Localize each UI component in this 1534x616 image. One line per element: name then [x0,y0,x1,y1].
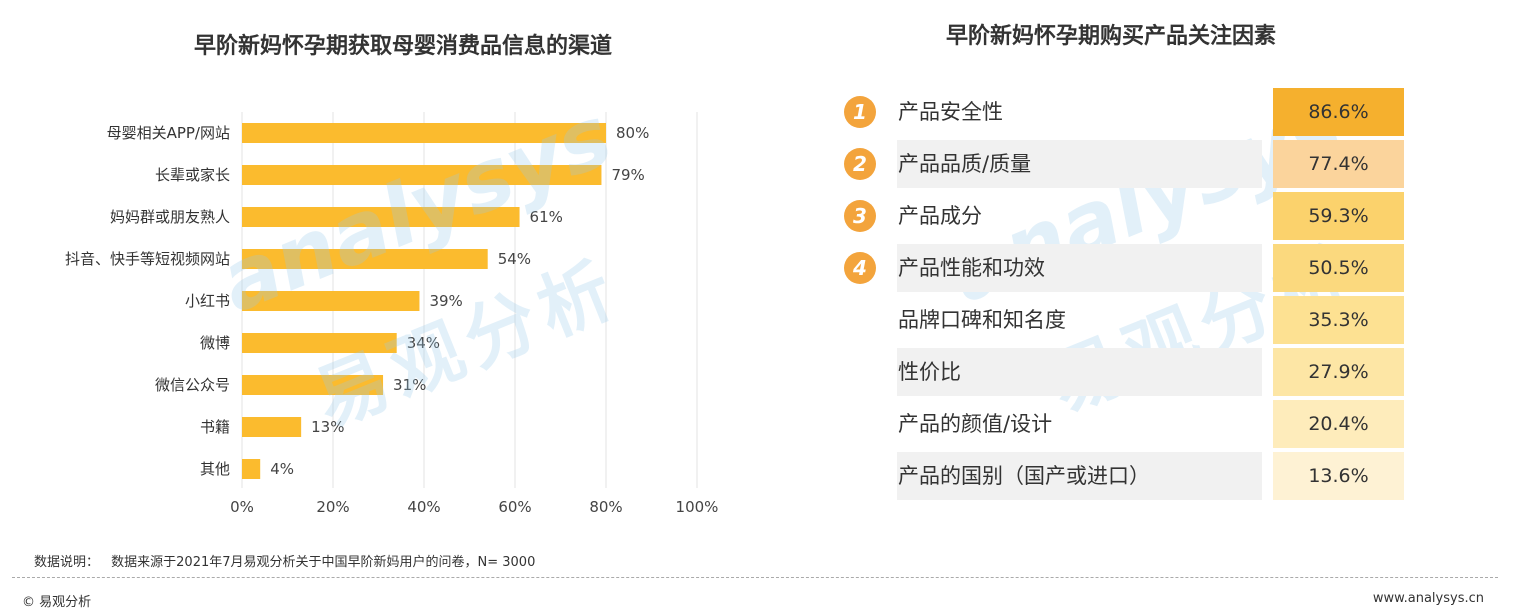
category-label: 微信公众号 [155,376,230,394]
x-tick-label: 60% [498,498,531,516]
category-label: 微博 [200,334,230,352]
category-label: 抖音、快手等短视频网站 [65,250,230,268]
channel-bar-chart: 母婴相关APP/网站 80% 长辈或家长 79% 妈妈群或朋友熟人 61% 抖音、快手等短视… [65,112,719,516]
category-label: 妈妈群或朋友熟人 [110,208,230,226]
factor-row-background [897,244,1262,292]
footer-brand: © 易观分析 [22,595,92,610]
x-tick-label: 40% [407,498,440,516]
bar-value-label: 31% [393,376,426,394]
factor-value: 50.5% [1273,244,1404,292]
bar [242,291,420,311]
factor-label: 产品安全性 [898,100,1003,124]
bar-value-label: 34% [407,334,440,352]
footer-site-link[interactable]: www.analysys.cn [1372,591,1484,606]
data-note-text: 数据来源于2021年7月易观分析关于中国早阶新妈用户的问卷，N= 3000 [111,555,536,570]
factor-row: 产品的颜值/设计 20.4% [840,400,1410,448]
right-panel-title: 早阶新妈怀孕期购买产品关注因素 [946,24,1277,49]
rank-badge: 2 [844,148,876,180]
bar-value-label: 79% [611,166,644,184]
factor-row-background [897,140,1262,188]
factor-value: 20.4% [1273,400,1404,448]
factor-value: 77.4% [1273,140,1404,188]
rank-badge: 1 [844,96,876,128]
factor-row: 产品的国别（国产或进口） 13.6% [840,452,1410,500]
factor-row: 3 产品成分 59.3% [840,192,1410,240]
factor-label: 产品的颜值/设计 [898,412,1053,436]
factor-label: 性价比 [898,360,961,384]
bar-value-label: 4% [270,460,294,478]
bar [242,165,602,185]
rank-badge: 4 [844,252,876,284]
bar [242,417,302,437]
bar [242,333,397,353]
factor-row: 2 产品品质/质量 77.4% [840,140,1410,188]
bar [242,249,488,269]
x-tick-label: 0% [230,498,254,516]
x-tick-label: 20% [316,498,349,516]
bar-value-label: 39% [429,292,462,310]
bar-value-label: 61% [530,208,563,226]
category-label: 书籍 [200,418,230,436]
factor-value: 59.3% [1273,192,1404,240]
factor-value: 27.9% [1273,348,1404,396]
factor-label: 品牌口碑和知名度 [898,308,1066,332]
bar-value-label: 13% [311,418,344,436]
category-label: 长辈或家长 [155,166,230,184]
factor-label: 产品品质/质量 [898,152,1032,176]
factor-label: 产品的国别（国产或进口） [898,464,1150,488]
footer-divider [12,577,1498,578]
factor-value: 35.3% [1273,296,1404,344]
factor-value: 86.6% [1273,88,1404,136]
category-label: 母婴相关APP/网站 [107,124,230,142]
factor-row-background [897,348,1262,396]
factor-value: 13.6% [1273,452,1404,500]
bar [242,123,606,143]
factor-label: 产品性能和功效 [898,256,1045,280]
data-note-label: 数据说明： [34,555,100,570]
x-tick-label: 80% [589,498,622,516]
category-label: 其他 [200,460,230,478]
x-tick-label: 100% [676,498,719,516]
rank-badge: 3 [844,200,876,232]
factor-row: 4 产品性能和功效 50.5% [840,244,1410,292]
factor-row: 品牌口碑和知名度 35.3% [840,296,1410,344]
bar [242,459,261,479]
factor-row: 性价比 27.9% [840,348,1410,396]
category-label: 小红书 [185,292,230,310]
bar-value-label: 54% [498,250,531,268]
data-note: 数据说明： 数据来源于2021年7月易观分析关于中国早阶新妈用户的问卷，N= 3… [34,551,535,570]
factor-row-background [897,452,1262,500]
factor-label: 产品成分 [898,204,982,228]
left-chart-title: 早阶新妈怀孕期获取母婴消费品信息的渠道 [194,34,613,59]
factor-row: 1 产品安全性 86.6% [840,88,1410,136]
bar-value-label: 80% [616,124,649,142]
bar [242,207,520,227]
bar [242,375,384,395]
